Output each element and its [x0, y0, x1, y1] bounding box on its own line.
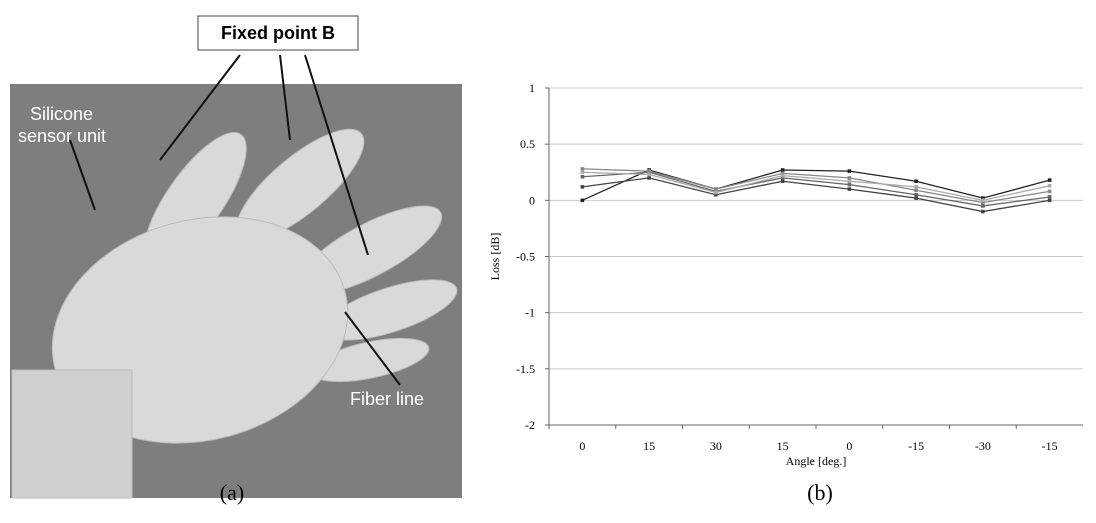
y-tick-label: -0.5: [516, 250, 535, 264]
point: [981, 196, 985, 200]
y-tick-label: 0: [529, 193, 535, 207]
x-tick-label: 30: [710, 439, 722, 453]
silicone-label: Silicone: [30, 104, 93, 124]
point: [914, 179, 918, 184]
point: [580, 185, 585, 189]
line: [582, 171, 1050, 207]
point: [847, 169, 852, 173]
point: [714, 192, 718, 197]
point: [580, 170, 585, 175]
silicone-label: sensor unit: [18, 126, 106, 146]
point: [914, 196, 918, 200]
point: [780, 168, 785, 172]
x-tick-label: 15: [643, 439, 655, 453]
x-tick-label: -15: [908, 439, 924, 453]
y-tick-label: 1: [529, 81, 535, 95]
x-tick-label: 0: [846, 439, 852, 453]
fixed-point-label: Fixed point B: [221, 23, 335, 43]
point: [914, 185, 918, 189]
point: [580, 198, 585, 203]
line: [582, 169, 1050, 201]
point: [1047, 195, 1052, 199]
point: [780, 171, 785, 176]
hand: [11, 128, 458, 499]
y-axis-label: Loss [dB]: [488, 233, 502, 281]
y-tick-label: -1.5: [516, 362, 535, 376]
point: [981, 200, 985, 205]
point: [714, 187, 718, 191]
point: [847, 176, 852, 180]
point: [847, 187, 852, 191]
point: [981, 204, 985, 208]
y-tick-label: -1: [525, 306, 535, 320]
point: [847, 179, 852, 184]
point: [1047, 183, 1052, 188]
line: [582, 168, 1050, 204]
point: [1047, 198, 1052, 203]
point: [780, 179, 785, 184]
point: [647, 172, 651, 177]
label-box: [197, 15, 359, 51]
point: [914, 188, 918, 193]
point: [847, 182, 852, 187]
x-tick-label: 15: [777, 439, 789, 453]
point: [580, 167, 585, 171]
fiber-label: Fiber line: [350, 389, 424, 409]
photo-panel: Fixed point B Silicone sensor unit Fiber…: [10, 15, 462, 499]
line: [582, 177, 1050, 213]
point: [647, 169, 651, 173]
caption: (b): [807, 480, 833, 505]
x-tick-label: -15: [1042, 439, 1058, 453]
point: [981, 198, 985, 203]
point: [714, 190, 718, 195]
point: [647, 176, 651, 180]
x-tick-label: 0: [579, 439, 585, 453]
point: [780, 173, 785, 178]
point: [580, 174, 585, 179]
arrows: [69, 54, 401, 386]
line: [582, 171, 1050, 201]
caption: (a): [220, 480, 244, 505]
chart: -2 -1.5 -1 -0.5 0 0.5 1 0 15 30 15 0 -15 -30 -15 Angle …: [488, 81, 1083, 468]
y-tick-label: -2: [525, 418, 535, 432]
point: [914, 192, 918, 197]
y-tick-label: 0.5: [520, 137, 535, 151]
point: [1047, 189, 1052, 194]
point: [981, 209, 985, 214]
x-axis-label: Angle [deg.]: [786, 454, 847, 468]
point: [780, 176, 785, 180]
point: [1047, 178, 1052, 182]
x-tick-label: -30: [975, 439, 991, 453]
